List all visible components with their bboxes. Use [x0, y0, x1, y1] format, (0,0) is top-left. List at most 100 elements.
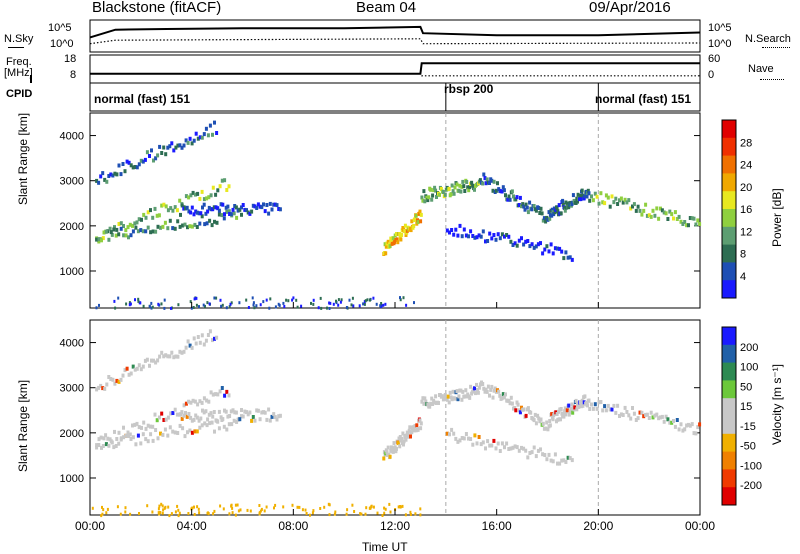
echo-cell [222, 424, 226, 429]
echo-cell [273, 202, 277, 207]
echo-cell [694, 222, 698, 227]
echo-cell [692, 216, 696, 221]
echo-cell [525, 205, 529, 210]
echo-cell [102, 436, 106, 441]
echo-cell [195, 210, 199, 215]
echo-cell [567, 205, 571, 210]
echo-cell [194, 413, 198, 418]
echo-cell [214, 418, 218, 423]
echo-cell [387, 452, 391, 457]
ground-scatter-cell [334, 510, 337, 514]
ground-scatter-cell [236, 503, 239, 507]
echo-cell [434, 188, 438, 193]
echo-cell [158, 144, 162, 149]
echo-cell [513, 241, 517, 246]
ground-scatter-cell [388, 502, 391, 506]
ground-scatter-cell [208, 302, 211, 306]
echo-cell [97, 180, 101, 185]
echo-cell [586, 403, 590, 408]
ground-scatter-cell [137, 299, 140, 303]
echo-cell [100, 445, 103, 450]
echo-cell [576, 199, 579, 204]
echo-cell [190, 345, 194, 350]
echo-cell [534, 208, 538, 213]
echo-cell [190, 141, 194, 146]
echo-cell [443, 192, 447, 197]
ground-scatter-cell [259, 509, 262, 513]
ground-scatter-cell [117, 296, 120, 300]
echo-cell [215, 335, 219, 340]
ground-scatter-cell [91, 506, 94, 510]
echo-cell [270, 207, 274, 212]
echo-cell [194, 131, 198, 136]
echo-cell [447, 186, 451, 191]
echo-cell [113, 225, 116, 230]
echo-cell [498, 449, 502, 453]
echo-cell [569, 406, 573, 411]
echo-cell [508, 401, 512, 406]
echo-cell [616, 202, 620, 206]
echo-cell [541, 452, 545, 457]
velocity-ylabel: Slant Range [km] [16, 379, 30, 472]
echo-cell [117, 379, 121, 384]
echo-cell [166, 145, 170, 150]
ground-scatter-cell [124, 510, 127, 514]
noise-tick-low: 10^0 [50, 38, 74, 50]
echo-cell [212, 205, 216, 210]
echo-cell [558, 246, 562, 251]
ground-scatter-cell [158, 504, 161, 508]
echo-cell [673, 424, 677, 429]
echo-cell [581, 403, 585, 408]
echo-cell [431, 402, 435, 406]
echo-cell [150, 148, 153, 153]
echo-cell [450, 397, 454, 402]
echo-cell [163, 220, 167, 225]
echo-cell [550, 207, 554, 212]
echo-cell [207, 399, 211, 404]
echo-cell [104, 433, 108, 438]
ground-scatter-cell [397, 505, 400, 509]
echo-cell [97, 239, 101, 244]
ground-scatter-cell [348, 298, 351, 302]
echo-cell [403, 229, 407, 233]
echo-cell [117, 232, 121, 237]
ground-scatter-cell [113, 299, 116, 303]
ground-scatter-cell [198, 511, 201, 515]
echo-cell [421, 396, 425, 401]
echo-cell [463, 189, 467, 193]
echo-cell [206, 333, 210, 337]
echo-cell [576, 192, 580, 197]
colorbar-cell [722, 380, 736, 399]
echo-cell [537, 206, 541, 210]
echo-cell [110, 232, 114, 237]
echo-cell [591, 406, 595, 411]
noise-panel-frame [89, 19, 701, 53]
ground-scatter-cell [138, 301, 141, 305]
echo-cell [228, 212, 232, 216]
echo-cell [208, 123, 212, 128]
echo-cell [439, 187, 443, 191]
echo-cell [189, 193, 193, 198]
echo-cell [647, 213, 651, 218]
echo-cell [549, 242, 553, 247]
echo-cell [566, 255, 570, 260]
echo-cell [566, 455, 570, 460]
echo-cell [166, 415, 170, 420]
ground-scatter-cell [195, 296, 198, 300]
echo-cell [545, 244, 549, 249]
echo-cell [450, 228, 454, 232]
echo-cell [513, 444, 517, 449]
echo-cell [407, 428, 411, 433]
echo-cell [233, 204, 237, 208]
ground-scatter-cell [383, 511, 386, 515]
echo-cell [172, 355, 176, 360]
echo-cell [184, 194, 188, 199]
ground-scatter-cell [102, 508, 105, 512]
echo-cell [416, 220, 420, 225]
echo-cell [464, 233, 468, 238]
ground-scatter-cell [258, 512, 261, 516]
ground-scatter-cell [375, 302, 378, 306]
ground-scatter-cell [419, 507, 422, 511]
x-tick-label: 20:00 [583, 519, 613, 533]
echo-cell [191, 190, 195, 195]
